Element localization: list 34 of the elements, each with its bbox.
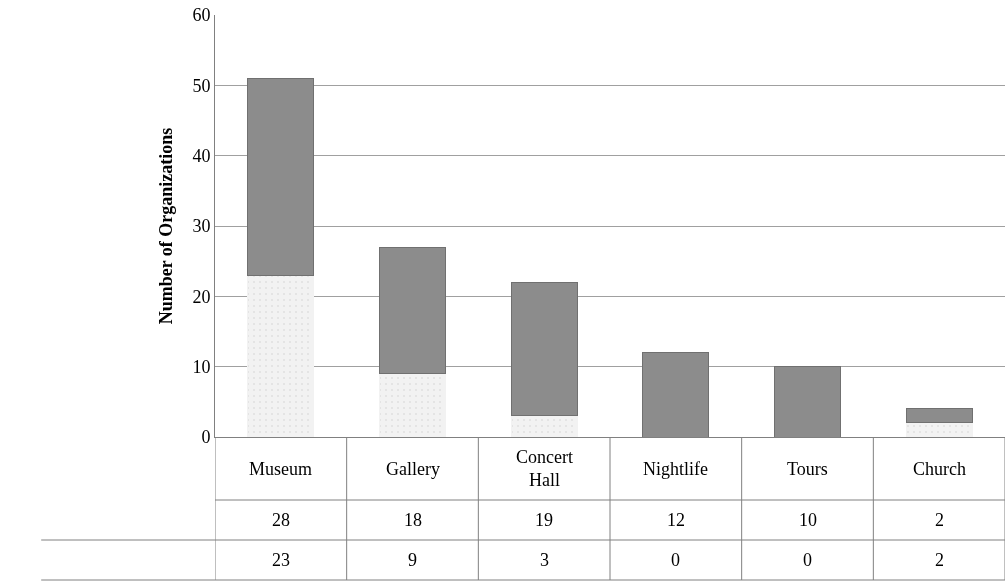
bar [379, 373, 446, 437]
data-label: 0 [803, 550, 812, 570]
y-tick-label: 30 [192, 216, 211, 237]
bar [247, 274, 315, 437]
x-tick-label: Gallery [386, 459, 440, 479]
bar [510, 415, 578, 437]
y-tick-label: 10 [192, 356, 211, 377]
y-axis-title: Number of Organizations [155, 127, 176, 325]
y-tick-label: 20 [192, 286, 211, 307]
data-label: 28 [272, 510, 290, 530]
data-label: 12 [667, 510, 685, 530]
x-tick-label: Tours [787, 459, 828, 479]
x-tick-label: Church [913, 459, 966, 479]
x-tick-label: Concert Hall [516, 447, 573, 491]
y-tick-label: 40 [192, 145, 211, 166]
bar [379, 246, 446, 375]
data-label: 23 [272, 550, 290, 570]
bar [905, 422, 973, 437]
bar [905, 408, 973, 424]
data-label: 0 [671, 550, 680, 570]
x-tick-label: Nightlife [643, 459, 708, 479]
data-label: 2 [935, 550, 944, 570]
data-label: 3 [540, 550, 549, 570]
data-label: 9 [408, 550, 417, 570]
y-tick-label: 0 [201, 427, 211, 448]
y-tick-label: 60 [192, 5, 211, 26]
bar [247, 77, 315, 276]
y-tick-label: 50 [192, 75, 211, 96]
data-label: 18 [404, 510, 422, 530]
data-label: 2 [935, 510, 944, 530]
data-label: 10 [799, 510, 817, 530]
data-label: 19 [535, 510, 553, 530]
x-tick-label: Museum [249, 459, 312, 479]
bar [510, 281, 578, 417]
